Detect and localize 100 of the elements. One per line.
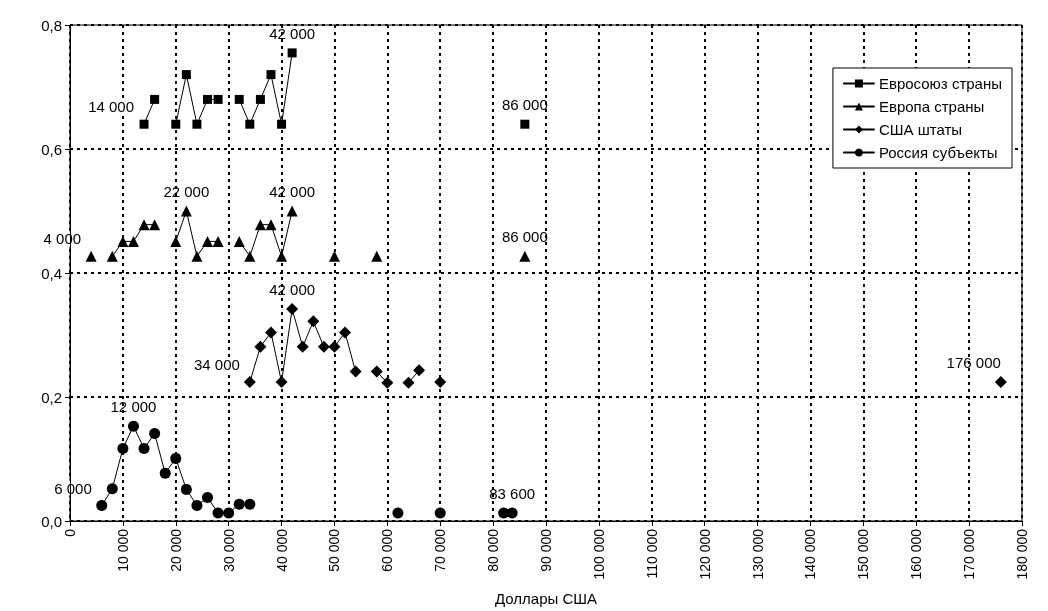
point bbox=[286, 205, 298, 217]
x-tick-label: 180 000 bbox=[1014, 528, 1030, 580]
point bbox=[296, 340, 309, 353]
x-tick-label: 40 000 bbox=[273, 528, 290, 572]
point bbox=[392, 507, 404, 519]
point bbox=[381, 376, 394, 389]
y-tick-label: 0,8 bbox=[41, 16, 62, 34]
x-tick-label: 150 000 bbox=[855, 528, 872, 580]
point bbox=[244, 250, 256, 262]
point bbox=[349, 365, 362, 378]
annotation: 86 000 bbox=[501, 96, 548, 114]
point bbox=[96, 500, 108, 511]
point bbox=[139, 119, 149, 129]
x-tick-label: 10 000 bbox=[114, 528, 131, 572]
point bbox=[265, 219, 277, 231]
point bbox=[150, 94, 160, 104]
point bbox=[328, 340, 341, 353]
point bbox=[233, 498, 245, 510]
point bbox=[244, 498, 256, 510]
point bbox=[434, 507, 446, 519]
x-tick-label: 100 000 bbox=[590, 528, 607, 580]
point bbox=[307, 315, 320, 328]
x-tick-label: 130 000 bbox=[749, 528, 766, 580]
point bbox=[159, 467, 171, 479]
point bbox=[254, 340, 267, 353]
point bbox=[170, 452, 182, 464]
point bbox=[413, 364, 426, 377]
x-tick-label: 160 000 bbox=[908, 528, 925, 580]
point bbox=[287, 48, 297, 58]
point bbox=[264, 326, 277, 339]
point bbox=[519, 250, 531, 262]
point bbox=[213, 94, 223, 104]
point bbox=[149, 428, 161, 440]
point bbox=[180, 205, 192, 217]
point bbox=[202, 235, 214, 247]
x-tick-label: 90 000 bbox=[538, 528, 554, 572]
point bbox=[371, 250, 383, 262]
x-axis-title: Доллары США bbox=[494, 590, 598, 607]
point bbox=[127, 420, 139, 432]
x-tick-label: 20 000 bbox=[167, 528, 184, 572]
annotation: 14 000 bbox=[88, 98, 135, 116]
legend-label: Россия субъекты bbox=[878, 144, 998, 161]
x-tick-label: 80 000 bbox=[485, 528, 502, 572]
point bbox=[277, 119, 287, 129]
point bbox=[275, 376, 288, 389]
point bbox=[317, 340, 330, 353]
point bbox=[266, 70, 276, 80]
x-tick-label: 140 000 bbox=[802, 528, 819, 580]
point bbox=[339, 326, 352, 339]
x-tick-label: 0 bbox=[62, 528, 78, 537]
point bbox=[223, 507, 235, 519]
point bbox=[127, 235, 139, 247]
x-tick-label: 170 000 bbox=[961, 528, 978, 580]
y-tick-label: 0,2 bbox=[41, 388, 62, 406]
point bbox=[212, 235, 224, 247]
annotation: 42 000 bbox=[269, 24, 316, 42]
annotation: 176 000 bbox=[946, 354, 1001, 372]
annotation: 12 000 bbox=[110, 398, 157, 416]
point bbox=[434, 376, 447, 389]
point bbox=[138, 442, 150, 454]
point bbox=[85, 250, 97, 262]
point bbox=[171, 119, 181, 129]
y-tick-label: 0,0 bbox=[41, 512, 62, 530]
point bbox=[255, 94, 265, 104]
point bbox=[243, 376, 256, 389]
point bbox=[234, 94, 244, 104]
point bbox=[138, 219, 150, 231]
point bbox=[149, 219, 161, 231]
point bbox=[233, 235, 245, 247]
point bbox=[191, 500, 203, 511]
legend-label: Европа страны bbox=[878, 98, 985, 115]
legend-label: США штаты bbox=[878, 121, 963, 138]
y-tick-label: 0,6 bbox=[41, 140, 62, 158]
x-tick-label: 50 000 bbox=[326, 528, 343, 572]
point bbox=[203, 94, 213, 104]
point bbox=[286, 302, 299, 315]
annotation: 34 000 bbox=[193, 356, 240, 374]
point bbox=[254, 219, 266, 231]
x-tick-label: 60 000 bbox=[379, 528, 396, 572]
x-tick-label: 30 000 bbox=[220, 528, 237, 572]
point bbox=[180, 483, 192, 495]
point bbox=[328, 250, 340, 262]
x-tick-label: 120 000 bbox=[696, 528, 713, 580]
point bbox=[370, 365, 383, 378]
point bbox=[117, 442, 129, 454]
point bbox=[994, 376, 1007, 389]
x-tick-label: 70 000 bbox=[432, 528, 449, 572]
point bbox=[520, 119, 530, 129]
point bbox=[402, 376, 415, 389]
annotation: 86 000 bbox=[501, 228, 548, 246]
point bbox=[106, 483, 118, 495]
x-tick-label: 110 000 bbox=[643, 528, 660, 579]
point bbox=[212, 507, 224, 519]
point bbox=[202, 491, 214, 503]
annotation: 83 600 bbox=[489, 484, 536, 502]
y-tick-label: 0,4 bbox=[41, 264, 62, 282]
legend-label: Евросоюз страны bbox=[878, 75, 1003, 92]
point bbox=[191, 250, 203, 262]
point bbox=[192, 119, 202, 129]
point bbox=[245, 119, 255, 129]
